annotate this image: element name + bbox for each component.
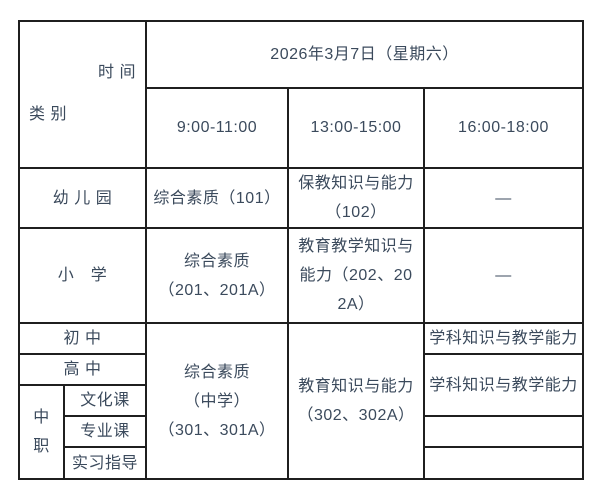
vocational-major-label: 专业课 [63, 415, 147, 448]
kindergarten-morning-cell: 综合素质（101） [145, 167, 289, 229]
primary-morning-cell: 综合素质 （201、201A） [145, 227, 289, 324]
corner-time-label: 时 间 [98, 64, 136, 81]
time-slot-morning: 9:00-11:00 [145, 86, 289, 170]
vocational-major-evening-cell [423, 415, 584, 448]
row-label-kindergarten: 幼 儿 园 [18, 167, 147, 229]
row-label-vocational: 中 职 [18, 384, 65, 480]
vocational-culture-label: 文化课 [63, 384, 147, 417]
middle-shared-morning-cell: 综合素质 （中学） （301、301A） [145, 322, 289, 480]
vocational-internship-evening-cell [423, 446, 584, 480]
primary-afternoon-cell: 教育教学知识与 能力（202、20 2A） [287, 227, 425, 324]
corner-wrap: 时 间 类 别 [21, 51, 144, 138]
primary-evening-cell: — [423, 227, 584, 324]
middle-shared-afternoon-cell: 教育知识与能力 （302、302A） [287, 322, 425, 480]
exam-schedule-table: 时 间 类 别 2026年3月7日（星期六） 9:00-11:00 13:00-… [18, 20, 584, 480]
page-background: 时 间 类 别 2026年3月7日（星期六） 9:00-11:00 13:00-… [18, 20, 584, 480]
junior-high-evening-cell: 学科知识与教学能力 [423, 322, 584, 355]
row-label-senior-high: 高 中 [18, 353, 147, 386]
vocational-internship-label: 实习指导 [63, 446, 147, 480]
time-slot-afternoon: 13:00-15:00 [287, 86, 425, 170]
senior-high-evening-cell: 学科知识与教学能力 [423, 353, 584, 417]
row-label-primary: 小 学 [18, 227, 147, 324]
corner-category-label: 类 别 [29, 106, 67, 123]
exam-date-header: 2026年3月7日（星期六） [145, 20, 584, 89]
time-slot-evening: 16:00-18:00 [423, 86, 584, 170]
row-label-junior-high: 初 中 [18, 322, 147, 355]
kindergarten-evening-cell: — [423, 167, 584, 229]
kindergarten-afternoon-cell: 保教知识与能力 （102） [287, 167, 425, 229]
corner-header-cell: 时 间 类 别 [18, 20, 147, 169]
